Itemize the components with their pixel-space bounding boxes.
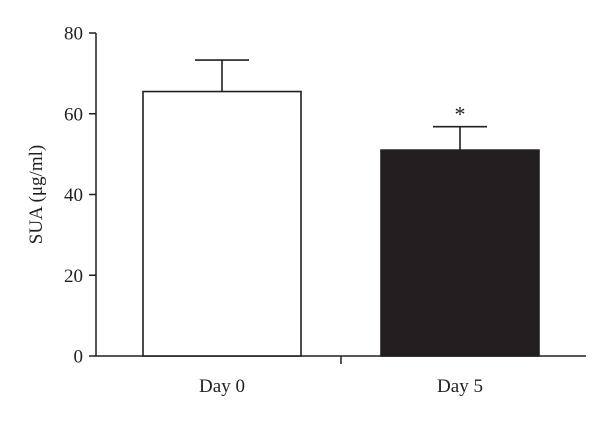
bar-day-5: [380, 149, 540, 357]
y-axis-title: SUA (μg/ml): [26, 145, 47, 244]
y-tick-label: 80: [64, 24, 83, 45]
y-axis: 0 20 40 60 80: [64, 24, 97, 368]
x-axis: Day 0 Day 5: [96, 355, 586, 397]
y-tick-label: 40: [64, 185, 83, 206]
x-tick-label: Day 5: [437, 376, 483, 397]
bars: *: [142, 59, 540, 357]
x-tick-label: Day 0: [199, 376, 245, 397]
y-tick-label: 60: [64, 104, 83, 125]
y-tick-label: 0: [74, 347, 84, 368]
bar-day-0: [142, 90, 302, 357]
significance-marker: *: [455, 102, 466, 127]
y-tick-label: 20: [64, 266, 83, 287]
